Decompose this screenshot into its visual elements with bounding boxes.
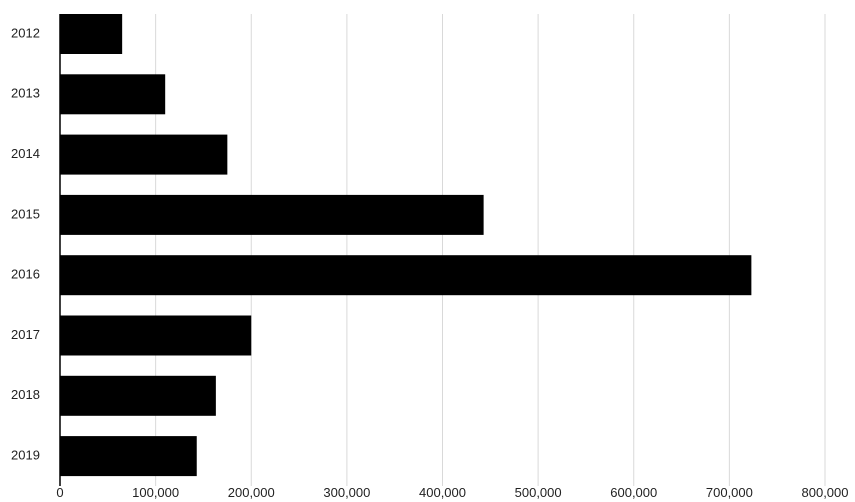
x-tick-label-1: 100,000 [132, 485, 179, 500]
bar-2016 [60, 255, 752, 296]
y-tick-label-2014: 2014 [11, 146, 40, 161]
bar-2018 [60, 375, 216, 416]
x-tick-label-6: 600,000 [610, 485, 657, 500]
y-tick-label-2017: 2017 [11, 327, 40, 342]
bar-2012 [60, 14, 123, 54]
x-tick-label-5: 500,000 [515, 485, 562, 500]
x-tick-label-2: 200,000 [228, 485, 275, 500]
y-tick-label-2015: 2015 [11, 206, 40, 221]
y-tick-label-2012: 2012 [11, 25, 40, 40]
x-tick-label-0: 0 [56, 485, 63, 500]
y-tick-label-2018: 2018 [11, 387, 40, 402]
bar-2019 [60, 436, 197, 477]
x-tick-label-8: 800,000 [802, 485, 849, 500]
bar-2013 [60, 74, 166, 115]
y-tick-label-2019: 2019 [11, 448, 40, 463]
x-tick-label-7: 700,000 [706, 485, 753, 500]
bar-2014 [60, 134, 228, 175]
y-tick-label-2016: 2016 [11, 267, 40, 282]
y-tick-label-2013: 2013 [11, 86, 40, 101]
x-tick-label-3: 300,000 [323, 485, 370, 500]
bar-2015 [60, 194, 484, 235]
x-tick-label-4: 400,000 [419, 485, 466, 500]
bar-2017 [60, 315, 252, 356]
